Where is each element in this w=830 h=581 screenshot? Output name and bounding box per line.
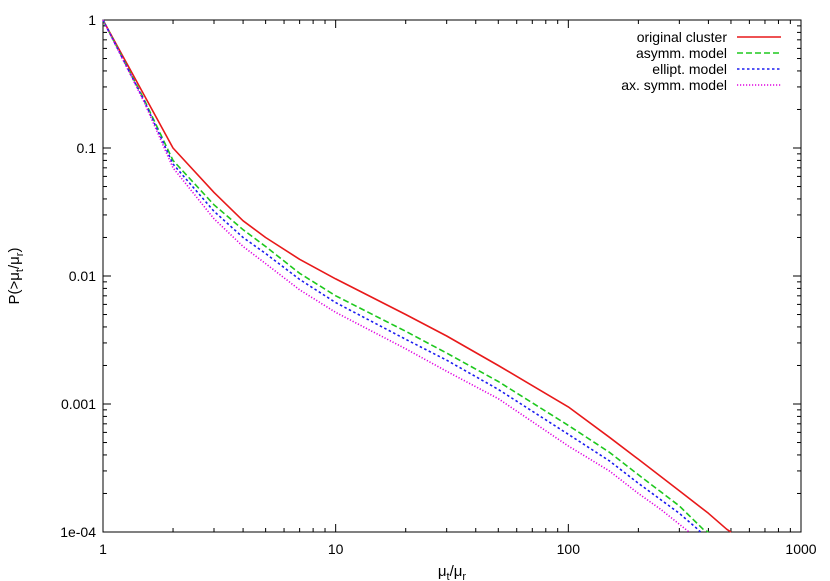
series-line-3 <box>102 19 702 533</box>
x-tick-label: 1000 <box>785 541 816 557</box>
y-axis-title: P(>μt/μr) <box>6 248 26 305</box>
x-tick-label: 10 <box>328 541 344 557</box>
data-series <box>102 19 732 533</box>
legend-label: asymm. model <box>636 45 727 61</box>
legend-label: ellipt. model <box>652 61 727 77</box>
legend-label: original cluster <box>637 29 728 45</box>
x-tick-label: 100 <box>557 541 581 557</box>
y-tick-label: 0.001 <box>61 396 96 412</box>
y-tick-label: 0.1 <box>77 140 97 156</box>
series-line-4 <box>102 19 690 533</box>
y-tick-label: 1e-04 <box>60 524 96 540</box>
y-tick-label: 0.01 <box>69 268 96 284</box>
series-line-2 <box>102 19 709 533</box>
y-tick-label: 1 <box>88 12 96 28</box>
series-line-1 <box>102 19 732 533</box>
plot-frame <box>102 19 802 533</box>
x-tick-label: 1 <box>99 541 107 557</box>
legend-label: ax. symm. model <box>621 77 727 93</box>
axis-ticks <box>102 20 801 533</box>
axis-tick-labels: 1 10 100 1000 1e-04 0.001 0.01 0.1 1 <box>60 12 817 557</box>
x-axis-title: μt/μr <box>438 563 467 581</box>
